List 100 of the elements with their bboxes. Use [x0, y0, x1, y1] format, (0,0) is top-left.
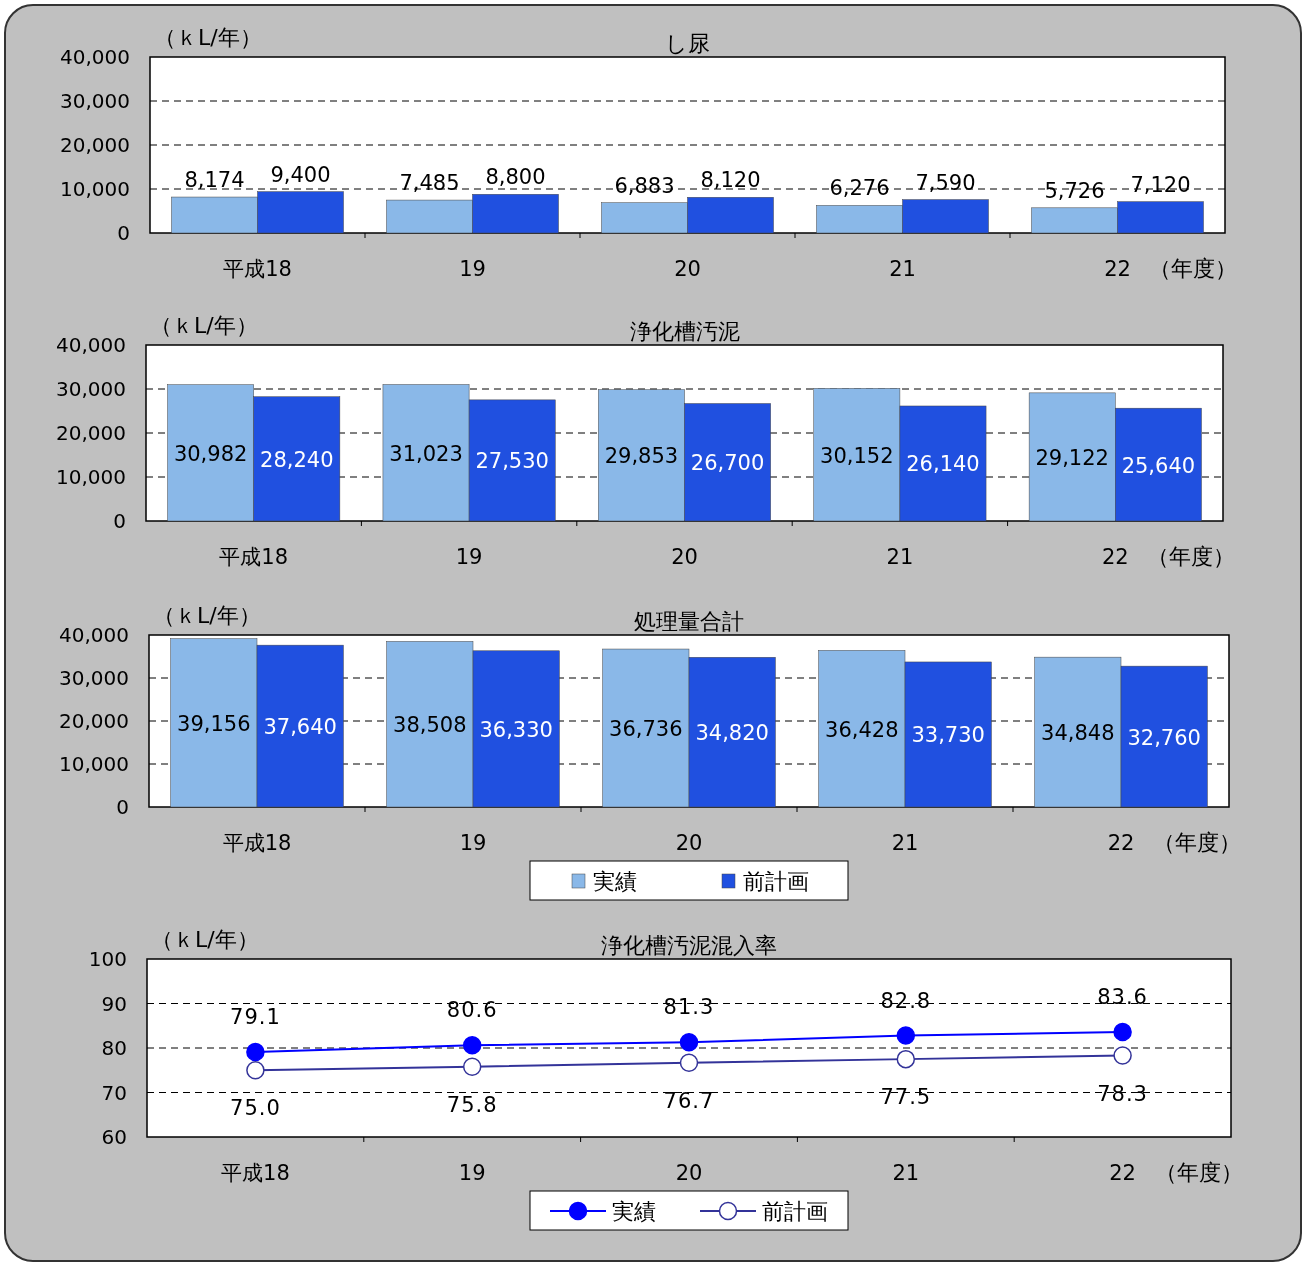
point — [246, 1061, 265, 1080]
legend-label: 実績 — [612, 1199, 656, 1224]
data-label: 81.3 — [663, 995, 715, 1020]
x-tick-label: 20 — [675, 831, 703, 855]
x-tick-label: 20 — [674, 257, 701, 281]
data-label: 6,883 — [614, 173, 675, 198]
y-axis-title: （ｋL/年） — [154, 25, 262, 50]
data-label: 28,240 — [260, 447, 334, 472]
x-tick-label: 21 — [892, 1161, 920, 1185]
data-label: 36,736 — [609, 717, 683, 742]
y-tick-label: 30,000 — [59, 666, 129, 690]
x-tick-label: 22 — [1104, 257, 1131, 281]
data-label: 80.6 — [446, 998, 498, 1023]
data-label: 75.0 — [230, 1096, 281, 1121]
data-label: 26,700 — [690, 451, 765, 476]
point — [679, 1032, 699, 1052]
point — [679, 1053, 699, 1072]
y-tick-label: 0 — [116, 795, 129, 819]
x-tick-label: 21 — [891, 831, 919, 855]
data-label: 27,530 — [475, 449, 549, 474]
y-tick-label: 40,000 — [59, 623, 129, 647]
data-label: 31,023 — [389, 441, 463, 466]
y-tick-label: 90 — [101, 991, 127, 1016]
data-label: 37,640 — [263, 715, 337, 740]
data-label: 77.5 — [880, 1085, 932, 1110]
point — [246, 1042, 265, 1062]
legend-label: 前計画 — [762, 1199, 828, 1224]
data-label: 36,330 — [479, 717, 553, 742]
x-tick-label: 平成18 — [219, 545, 289, 569]
data-label: 82.8 — [880, 988, 932, 1013]
x-axis-title: （年度） — [1155, 1160, 1243, 1185]
data-label: 29,853 — [604, 444, 679, 469]
x-tick-label: 20 — [671, 545, 698, 569]
y-axis-title: （ｋL/年） — [150, 313, 258, 338]
data-label: 8,174 — [184, 168, 245, 193]
y-tick-label: 10,000 — [59, 752, 129, 776]
point — [896, 1049, 916, 1069]
x-tick-label: 21 — [886, 545, 914, 569]
data-label: 38,508 — [393, 713, 467, 738]
x-tick-label: 平成18 — [222, 831, 292, 855]
y-tick-label: 80 — [101, 1036, 127, 1060]
point — [462, 1057, 482, 1076]
x-tick-label: 22 — [1101, 545, 1129, 569]
point — [1113, 1022, 1132, 1042]
chart-title: 浄化槽汚泥 — [629, 319, 740, 344]
data-label: 33,730 — [911, 723, 985, 748]
data-label: 83.6 — [1097, 984, 1148, 1009]
y-tick-label: 30,000 — [60, 89, 130, 113]
x-tick-label: 19 — [455, 545, 483, 569]
y-tick-label: 40,000 — [60, 45, 130, 69]
data-label: 39,156 — [177, 711, 251, 736]
data-label: 8,120 — [700, 168, 761, 193]
data-label: 25,640 — [1121, 453, 1196, 478]
y-tick-label: 30,000 — [56, 377, 126, 401]
x-axis-title: （年度） — [1149, 256, 1237, 281]
data-label: 29,122 — [1035, 445, 1109, 470]
y-axis-title: （ｋL/年） — [151, 927, 259, 952]
point — [1113, 1046, 1132, 1065]
data-label: 36,428 — [825, 717, 899, 742]
chart-title: 処理量合計 — [634, 609, 744, 634]
data-label: 7,120 — [1130, 172, 1191, 197]
y-tick-label: 70 — [101, 1080, 127, 1105]
data-label: 7,590 — [915, 170, 976, 195]
y-tick-label: 0 — [117, 221, 130, 245]
y-tick-label: 60 — [101, 1125, 127, 1149]
data-label: 79.1 — [230, 1005, 281, 1030]
chart-title: 浄化槽汚泥混入率 — [601, 933, 777, 958]
x-tick-label: 22 — [1109, 1161, 1136, 1185]
y-tick-label: 100 — [88, 947, 127, 971]
y-tick-label: 10,000 — [60, 177, 130, 201]
legend-label: 実績 — [593, 869, 637, 894]
data-label: 6,276 — [829, 176, 890, 201]
x-tick-label: 22 — [1107, 831, 1135, 855]
x-tick-label: 19 — [458, 1161, 486, 1185]
data-label: 32,760 — [1127, 725, 1201, 750]
y-axis-title: （ｋL/年） — [153, 603, 261, 628]
data-label: 7,485 — [399, 171, 460, 196]
y-tick-label: 20,000 — [56, 421, 126, 445]
x-tick-label: 平成18 — [221, 1161, 290, 1185]
x-tick-label: 平成18 — [223, 257, 292, 281]
x-tick-label: 19 — [459, 831, 487, 855]
point — [896, 1026, 916, 1045]
data-label: 34,820 — [695, 721, 769, 746]
data-label: 9,400 — [270, 162, 331, 187]
data-label: 30,152 — [820, 443, 894, 468]
y-tick-label: 20,000 — [59, 709, 129, 733]
legend-label: 前計画 — [743, 869, 809, 894]
data-label: 5,726 — [1044, 178, 1105, 203]
data-label: 8,800 — [485, 165, 546, 190]
x-tick-label: 20 — [675, 1161, 703, 1185]
x-axis-title: （年度） — [1147, 544, 1235, 569]
data-label: 78.3 — [1097, 1081, 1148, 1106]
data-label: 34,848 — [1041, 721, 1115, 746]
y-tick-label: 20,000 — [60, 133, 130, 157]
x-tick-label: 19 — [459, 257, 486, 281]
data-label: 75.8 — [446, 1092, 498, 1117]
x-axis-title: （年度） — [1153, 830, 1241, 855]
chart-title: し尿 — [665, 31, 710, 56]
y-tick-label: 10,000 — [56, 465, 126, 489]
y-tick-label: 40,000 — [56, 333, 126, 357]
